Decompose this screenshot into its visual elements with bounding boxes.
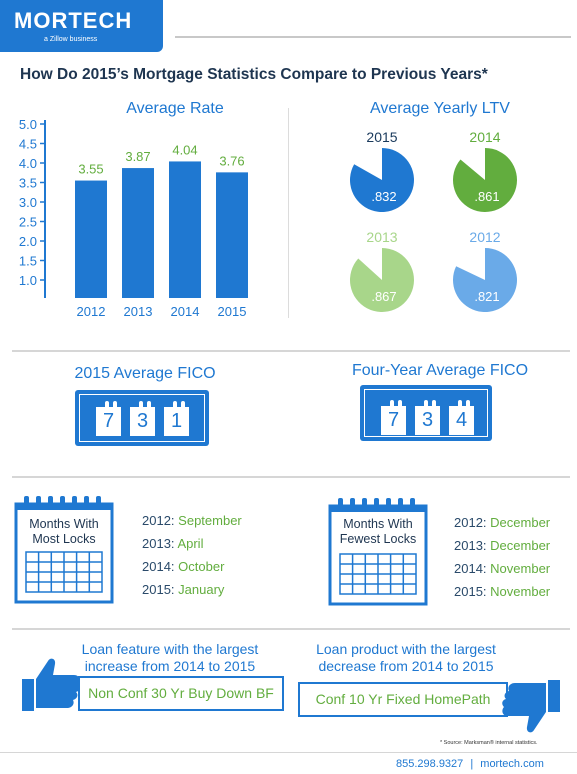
thumbs-up-icon [22,658,80,711]
decrease-value: Conf 10 Yr Fixed HomePath [298,682,508,717]
source-note: * Source: Marksman® internal statistics. [440,740,538,746]
fico-2015-digit: 3 [129,406,156,437]
phone-number: 855.298.9327 [396,758,464,770]
list-item: 2013: December [454,538,551,553]
increase-value: Non Conf 30 Yr Buy Down BF [78,676,284,711]
decrease-heading: Loan product with the largest decrease fr… [316,641,496,674]
fico-2015-digit: 1 [163,406,190,437]
fico-2015-digit: 7 [95,406,122,437]
most-locks-label: Months With Most Locks [29,517,99,546]
y-tick-label: 1.0 [19,273,37,288]
list-item: 2012: September [142,513,242,528]
pie-slice [453,148,517,212]
y-tick-label: 4.0 [19,156,37,171]
y-tick-label: 3.5 [19,176,37,191]
ltv-pies: 2015 .832 2014 .861 2013 .867 2012 .821 [350,129,517,312]
list-item: 2014: November [454,561,551,576]
pie-year-label: 2015 [366,129,397,145]
footer-contact: 855.298.9327 | mortech.com [396,758,544,770]
x-tick-label: 2015 [218,304,247,319]
x-tick-label: 2013 [124,304,153,319]
pie-year-label: 2012 [469,229,500,245]
page-title: How Do 2015’s Mortgage Statistics Compar… [20,66,488,83]
pie-slice [350,148,414,212]
y-tick-label: 1.5 [19,254,37,269]
calendar-icon [328,498,428,606]
list-item: 2012: December [454,515,551,530]
pie-value-label: .832 [371,189,396,204]
fico-avg-display: 7 3 4 [360,385,492,441]
avg-rate-title: Average Rate [126,100,224,117]
list-item: 2013: April [142,536,204,551]
logo-subtitle: a Zillow business [44,36,98,43]
y-tick-label: 3.0 [19,195,37,210]
footer-rule [0,752,577,753]
x-tick-label: 2012 [77,304,106,319]
increase-heading: Loan feature with the largest increase fr… [81,641,259,674]
bar-value-label: 4.04 [172,142,197,157]
fewest-locks-list: 2012: December 2013: December 2014: Nove… [454,511,550,603]
section-divider [12,350,570,352]
fico-avg-digit: 4 [448,405,475,436]
bar [75,180,107,298]
y-tick-label: 4.5 [19,137,37,152]
pie-year-label: 2014 [469,129,500,145]
pie-value-label: .861 [474,189,499,204]
y-tick-label: 5.0 [19,117,37,132]
most-locks-list: 2012: September 2013: April 2014: Octobe… [142,509,242,601]
footer-separator: | [470,758,474,770]
fico-avg-digit: 3 [414,405,441,436]
logo-block [0,0,163,52]
thumbs-down-icon [502,680,560,733]
fico-avg-digit: 7 [380,405,407,436]
header-rule [175,36,571,38]
y-tick-label: 2.5 [19,215,37,230]
bar [122,168,154,298]
pie-slice [453,248,517,312]
pie-value-label: .867 [371,289,396,304]
website: mortech.com [480,758,544,770]
y-tick-label: 2.0 [19,234,37,249]
list-item: 2015: November [454,584,551,599]
fewest-locks-label: Months With Fewest Locks [339,517,417,546]
bar-value-label: 3.55 [78,162,103,177]
list-item: 2015: January [142,582,225,597]
pie-slice [350,248,414,312]
pie-year-label: 2013 [366,229,397,245]
calendar-icon [14,496,114,604]
fico-avg-title: Four-Year Average FICO [351,362,529,379]
ltv-title: Average Yearly LTV [370,100,510,117]
fico-2015-title: 2015 Average FICO [74,365,216,382]
vertical-divider [288,108,289,318]
section-divider [12,476,570,478]
bar-value-label: 3.87 [125,149,150,164]
fico-2015-display: 7 3 1 [75,390,209,446]
bar [216,172,248,298]
list-item: 2014: October [142,559,225,574]
bar [169,161,201,298]
avg-rate-chart: 5.0 4.5 4.0 3.5 3.0 2.5 2.0 1.5 1.0 3.55 2012 3.87 2… [19,117,248,319]
section-divider [12,628,570,630]
x-tick-label: 2014 [171,304,200,319]
bar-value-label: 3.76 [219,153,244,168]
logo-wordmark: MORTECH [14,8,133,33]
pie-value-label: .821 [474,289,499,304]
